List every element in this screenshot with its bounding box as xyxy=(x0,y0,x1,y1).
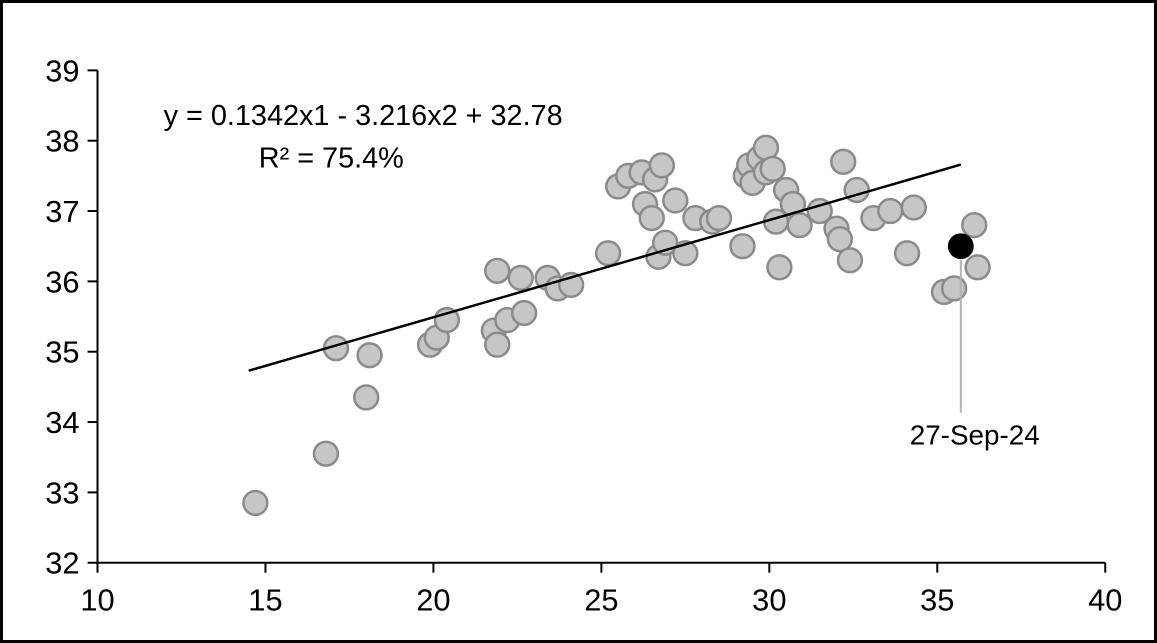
trend-line xyxy=(248,163,962,372)
data-point xyxy=(830,148,857,175)
x-tick-label: 40 xyxy=(1088,582,1122,617)
data-point xyxy=(964,254,991,281)
data-point xyxy=(759,155,786,182)
data-point xyxy=(766,254,793,281)
x-tick-label: 15 xyxy=(248,582,282,617)
y-tick-label: 34 xyxy=(45,405,79,440)
r-squared-annotation: R² = 75.4% xyxy=(259,143,404,175)
highlight-point xyxy=(947,233,974,260)
data-point xyxy=(312,440,340,467)
x-tick-label: 25 xyxy=(584,582,618,617)
data-point xyxy=(786,211,813,239)
y-tick-label: 37 xyxy=(45,194,79,229)
y-tick-label: 39 xyxy=(45,53,79,88)
data-point xyxy=(893,240,921,267)
y-tick-label: 36 xyxy=(45,264,79,299)
highlight-date-label: 27-Sep-24 xyxy=(910,419,1040,450)
x-tick-label: 10 xyxy=(80,582,114,617)
y-tick-label: 32 xyxy=(45,546,79,581)
data-point xyxy=(836,247,864,274)
data-point xyxy=(648,152,676,179)
y-tick-label: 35 xyxy=(45,335,79,370)
y-tick-label: 38 xyxy=(45,124,79,159)
data-point xyxy=(826,226,854,253)
scatter-chart: 10 15 20 25 30 35 40 32 33 34 35 36 37 38 39 y = 0.134… xyxy=(45,53,1122,617)
data-point xyxy=(729,233,756,260)
plot-area: 10 15 20 25 30 35 40 32 33 34 35 36 37 38 39 xyxy=(45,53,1122,617)
data-point xyxy=(705,204,733,232)
x-tick-label: 20 xyxy=(416,582,450,617)
data-point xyxy=(353,384,380,411)
y-tick-label: 33 xyxy=(45,475,79,510)
data-point xyxy=(594,240,622,267)
data-point xyxy=(242,489,269,517)
data-point xyxy=(638,204,665,232)
data-point xyxy=(507,264,534,291)
data-point xyxy=(510,299,538,327)
data-point xyxy=(961,211,988,239)
data-point xyxy=(806,197,833,225)
x-tick-label: 30 xyxy=(752,582,786,617)
x-tick-label: 35 xyxy=(920,582,954,617)
data-point xyxy=(662,187,689,214)
data-point xyxy=(900,194,927,221)
data-point xyxy=(940,275,968,302)
equation-annotation: y = 0.1342x1 - 3.216x2 + 32.78 xyxy=(164,100,563,132)
data-point xyxy=(484,257,511,284)
data-point xyxy=(877,197,904,225)
data-point xyxy=(484,331,511,358)
data-point xyxy=(356,342,383,369)
